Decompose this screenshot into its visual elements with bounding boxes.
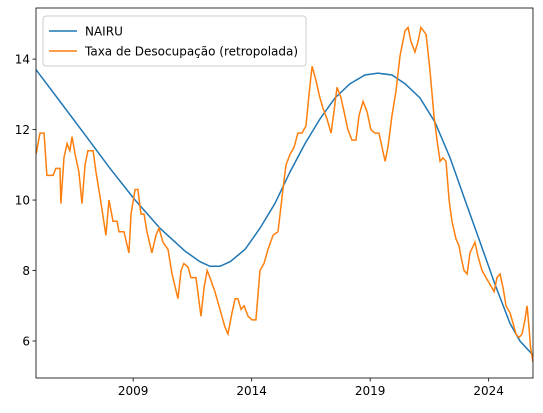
x-tick-label: 2014 [236,384,267,398]
x-tick-label: 2019 [355,384,386,398]
legend-label: NAIRU [85,25,123,39]
axes-frame [35,7,534,379]
y-tick-label: 10 [15,194,30,208]
y-tick-label: 12 [15,123,30,137]
legend-label: Taxa de Desocupação (retropolada) [84,45,298,59]
y-tick-label: 8 [22,264,30,278]
y-tick-label: 6 [22,335,30,349]
x-tick-label: 2024 [473,384,504,398]
y-tick-label: 14 [15,53,30,67]
line-series [36,69,533,356]
x-tick-label: 2009 [118,384,149,398]
legend: NAIRU Taxa de Desocupação (retropolada) [42,15,307,67]
legend-box [42,15,307,67]
line-series [36,25,533,363]
